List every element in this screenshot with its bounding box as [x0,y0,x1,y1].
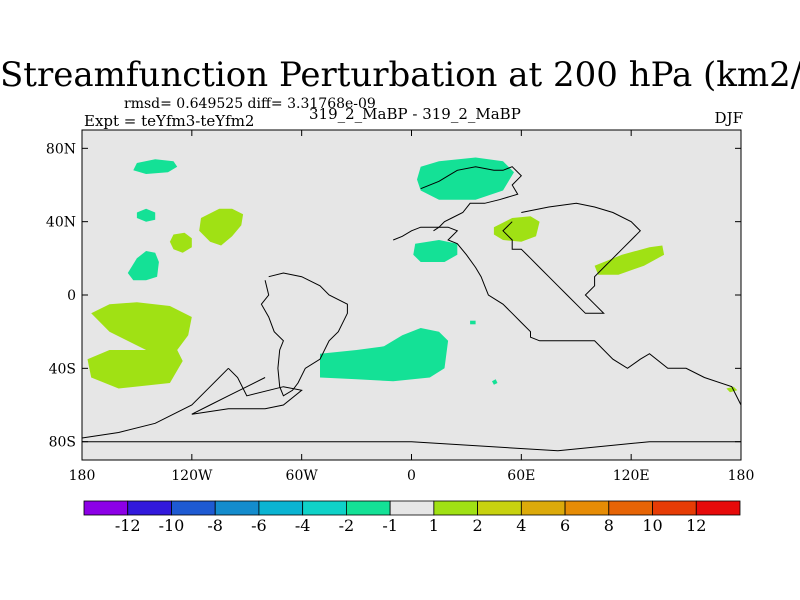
colorbar-label: 8 [604,516,614,535]
x-tick-label: 180 [69,468,96,484]
x-tick-label: 0 [407,468,416,484]
stats-line: rmsd= 0.649525 diff= 3.31768e-09 [124,96,376,112]
contour-region-neg-pacific-west [136,208,156,222]
y-tick-label: 0 [67,288,76,304]
contour-region-neg-equator-speck [470,320,476,325]
colorbar-label: -4 [295,516,311,535]
colorbar-label: 12 [686,516,706,535]
continent-outline-antarctic-inlet [191,367,303,415]
colorbar-swatch [83,500,129,516]
contour-region-neg-atlantic-south [320,328,449,382]
contour-region-pos-pacific-small [169,232,192,253]
chart-title: Streamfunction Perturbation at 200 hPa (… [0,55,800,95]
colorbar-label: -8 [207,516,223,535]
colorbar-label: -6 [251,516,267,535]
contour-region-neg-eurasia-north [417,157,514,200]
contour-region-pos-asia [493,216,540,242]
contour-region-pos-indian-ocean [594,245,665,275]
season-label: DJF [714,109,743,127]
colorbar-label: -12 [115,516,141,535]
continent-outline-asia-east [502,202,642,314]
colorbar-label: 2 [473,516,483,535]
contour-region-pos-far-east [726,386,738,393]
colorbar-swatch [258,500,304,516]
continent-outline-south-america [260,272,348,397]
contour-region-neg-north-america [127,251,159,281]
x-tick-label: 180 [728,468,755,484]
colorbar-swatch [608,500,653,516]
contour-region-pos-south-pacific [87,302,192,389]
x-tick-label: 120E [613,468,650,484]
colorbar-swatch [433,500,479,516]
colorbar-label: 4 [516,516,526,535]
colorbar-swatch [302,500,347,516]
colorbar-swatch [564,500,610,516]
colorbar-swatch [345,500,391,516]
x-tick-label: 60W [286,468,319,484]
continent-outline-arctic [420,166,523,232]
colorbar-label: -10 [159,516,185,535]
colorbar-swatch [389,500,435,516]
y-tick-label: 80N [46,141,76,157]
colorbar-swatch [214,500,260,516]
colorbar-swatch [171,500,216,516]
contour-region-neg-southern-indian [492,379,498,385]
x-tick-label: 120W [171,468,213,484]
left-label: Expt = teYfm3-teYfm2 [84,112,255,130]
colorbar-label: 10 [642,516,662,535]
colorbar-label: 1 [429,516,439,535]
colorbar-swatch [520,500,566,516]
continent-outline-north-america [81,367,229,439]
y-tick-label: 40S [49,361,76,377]
colorbar-swatch [477,500,522,516]
contour-region-neg-africa-north [413,240,458,262]
x-tick-label: 60E [507,468,535,484]
colorbar-label: -1 [382,516,398,535]
center-label: 319_2_MaBP - 319_2_MaBP [309,105,521,123]
colorbar-label: -2 [339,516,355,535]
contour-region-neg-north-pacific [133,159,178,174]
continent-outline-main [82,226,742,452]
contour-region-pos-pacific-center [199,208,244,246]
colorbar-label: 6 [560,516,570,535]
colorbar-swatch [652,500,697,516]
y-tick-label: 80S [49,435,76,451]
y-tick-label: 40N [46,215,76,231]
colorbar-swatch [695,500,741,516]
colorbar-swatch [127,500,172,516]
